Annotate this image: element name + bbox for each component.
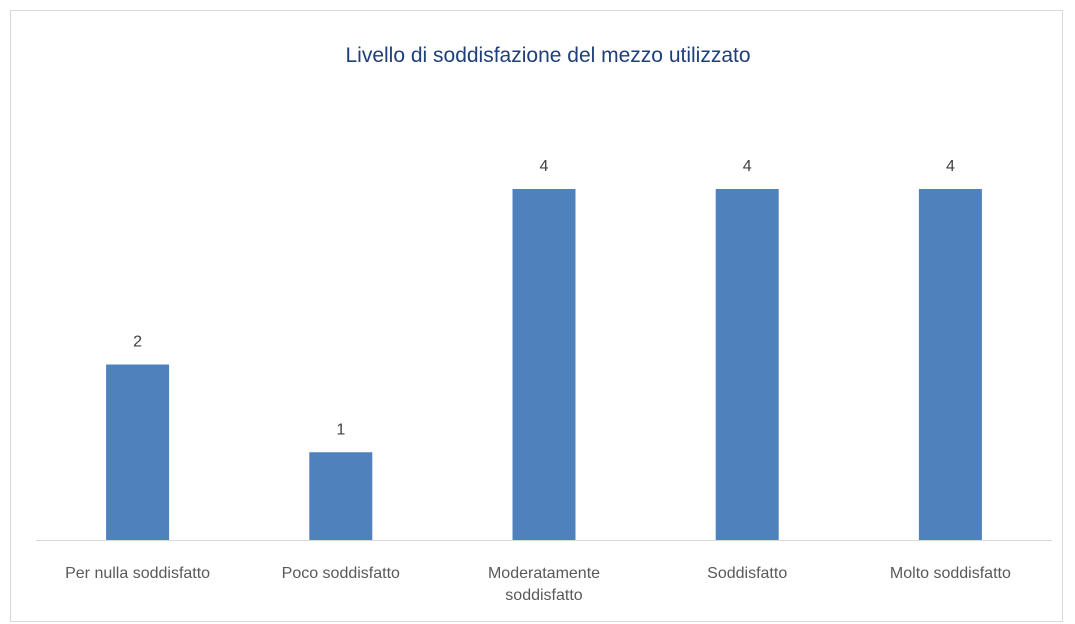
chart-title: Livello di soddisfazione del mezzo utili… (345, 44, 750, 67)
bar (918, 189, 982, 540)
x-tick-label: Moderatamente soddisfatto (487, 565, 601, 604)
x-tick-label: Per nulla soddisfatto (65, 565, 211, 582)
data-label: 4 (946, 158, 955, 175)
x-tick-label: Soddisfatto (707, 565, 788, 582)
bar (106, 364, 170, 540)
bar (512, 189, 576, 540)
data-label: 1 (336, 421, 345, 438)
bar (715, 189, 779, 540)
data-label: 2 (133, 334, 142, 351)
data-label: 4 (743, 158, 752, 175)
bar (309, 452, 373, 540)
x-tick-label: Poco soddisfatto (281, 565, 400, 582)
x-tick-label: Molto soddisfatto (889, 565, 1011, 582)
chart-frame (10, 10, 1063, 622)
data-label: 4 (540, 158, 549, 175)
